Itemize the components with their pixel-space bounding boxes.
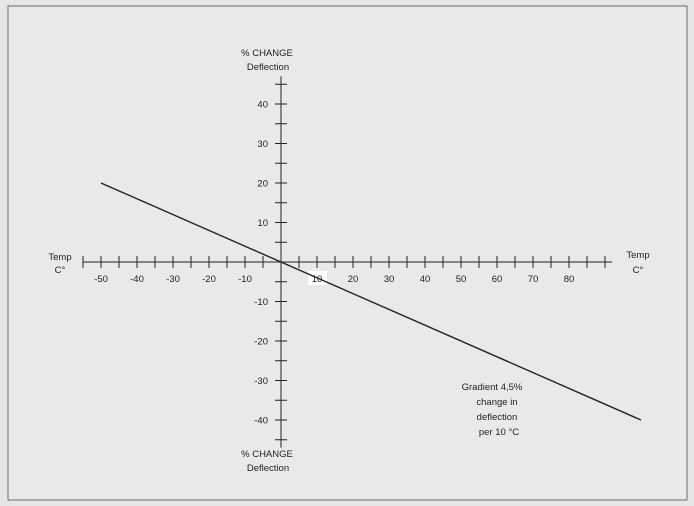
annotation-line4: per 10 °C: [479, 427, 519, 438]
x-tick-label: -20: [202, 274, 216, 285]
x-tick-label: 10: [312, 274, 323, 285]
x-axis-label-left-line1: Temp: [48, 252, 71, 263]
x-tick-label: 50: [456, 274, 467, 285]
x-axis-label-left-line2: C°: [55, 265, 66, 276]
x-tick-label: 40: [420, 274, 431, 285]
x-tick-label: -30: [166, 274, 180, 285]
x-tick-label: 20: [348, 274, 359, 285]
x-tick-label: 30: [384, 274, 395, 285]
annotation-line1: Gradient 4,5%: [462, 382, 523, 393]
y-axis-label-top-line2: Deflection: [247, 62, 289, 73]
y-tick-label: 10: [257, 218, 268, 229]
series: [100, 182, 642, 421]
x-tick-label: -50: [94, 274, 108, 285]
y-tick-label: -30: [254, 376, 268, 387]
y-axis-label-bottom-line1: % CHANGE: [241, 449, 293, 460]
x-tick-label: 70: [528, 274, 539, 285]
y-tick-label: -10: [254, 297, 268, 308]
y-tick-label: 40: [257, 100, 268, 111]
y-axis-label-top-line1: % CHANGE: [241, 48, 293, 59]
x-tick-label: 60: [492, 274, 503, 285]
x-tick-label: -40: [130, 274, 144, 285]
chart-panel: [7, 5, 688, 501]
x-tick-label: 80: [564, 274, 575, 285]
y-axis-label-bottom-line2: Deflection: [247, 463, 289, 474]
series-line: [100, 182, 642, 421]
x-tick-label: -10: [238, 274, 252, 285]
annotation-line2: change in: [476, 397, 517, 408]
y-tick-label: 20: [257, 179, 268, 190]
y-tick-label: -20: [254, 337, 268, 348]
y-tick-label: -40: [254, 416, 268, 427]
y-tick-label: 30: [257, 139, 268, 150]
x-axis-label-right-line2: C°: [633, 265, 644, 276]
annotation-line3: deflection: [477, 412, 518, 423]
ticks: -50 -40 -30 -20 -10 10 20 30 40 50 60 70 80 40 30 20 10 -…: [82, 83, 606, 441]
x-axis-label-right-line1: Temp: [626, 250, 649, 261]
